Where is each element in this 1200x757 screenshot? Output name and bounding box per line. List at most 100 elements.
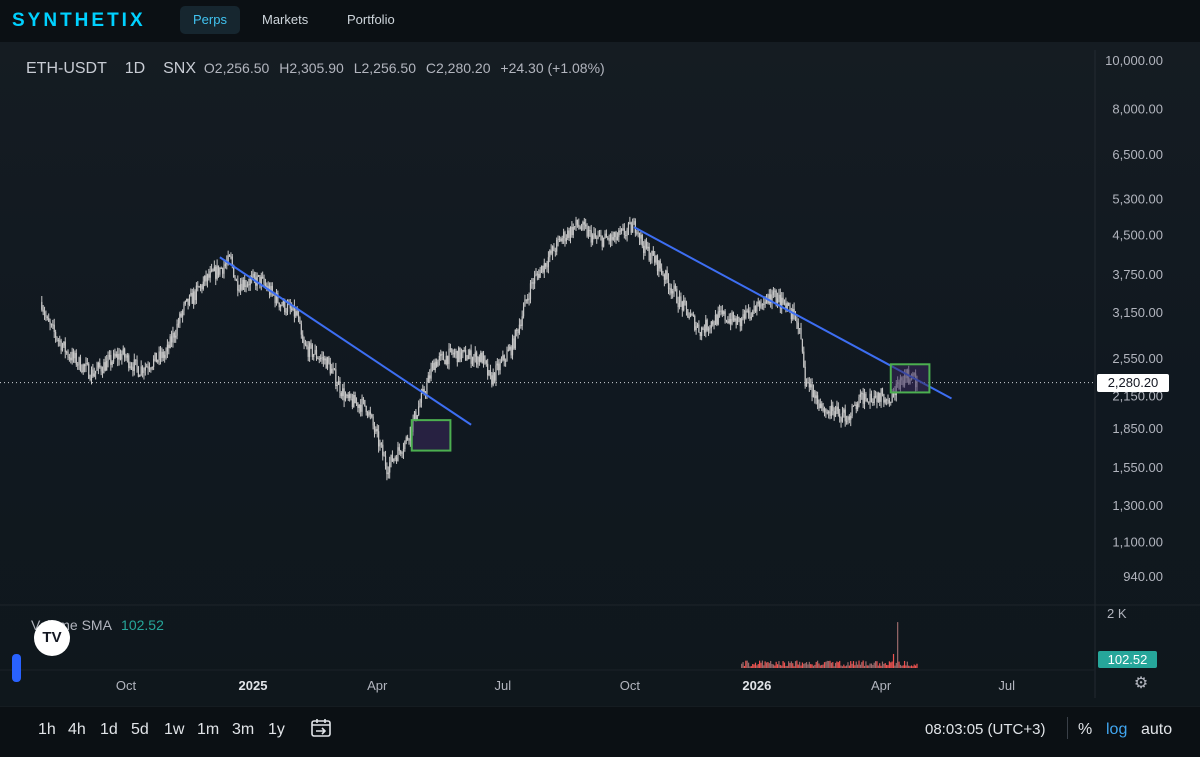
candle-body — [816, 395, 819, 404]
candle-body — [804, 366, 806, 387]
candle-body — [275, 293, 278, 304]
volume-bar — [857, 664, 859, 668]
candle-body — [539, 270, 541, 278]
candle-body — [622, 228, 624, 230]
candle-body — [99, 362, 101, 368]
candle-body — [625, 235, 627, 237]
candle-body — [742, 314, 744, 319]
candle-body — [262, 276, 264, 278]
interval-label[interactable]: 1D — [124, 60, 146, 77]
candle-body — [540, 265, 543, 271]
volume-bar — [792, 663, 794, 668]
volume-bar — [832, 662, 834, 668]
candle-body — [673, 285, 675, 291]
date-range-icon[interactable] — [310, 717, 332, 739]
candle-body — [843, 409, 845, 413]
candle-body — [499, 361, 501, 371]
tradingview-logo-icon[interactable]: TV — [34, 620, 70, 656]
candle-body — [67, 351, 69, 358]
symbol-name[interactable]: ETH-USDT — [26, 60, 107, 77]
candle-body — [220, 268, 222, 270]
candle-body — [357, 402, 359, 409]
candle-body — [187, 298, 189, 305]
candle-body — [517, 330, 519, 334]
timeframe-1w[interactable]: 1w — [164, 721, 185, 738]
volume-bar — [833, 666, 835, 668]
candle-body — [107, 356, 109, 361]
candle-body — [248, 284, 250, 286]
highlight-box[interactable] — [889, 363, 931, 394]
tab-markets[interactable]: Markets — [262, 12, 309, 27]
candle-body — [829, 411, 831, 416]
candle-body — [281, 304, 283, 306]
candle-body — [41, 301, 43, 310]
candle-body — [440, 354, 442, 356]
tab-portfolio[interactable]: Portfolio — [347, 12, 395, 27]
candle-body — [263, 277, 265, 284]
gear-icon[interactable]: ⚙ — [1133, 675, 1149, 692]
candle-body — [814, 389, 816, 399]
highlight-box[interactable] — [410, 419, 452, 452]
volume-bar — [836, 661, 838, 668]
volume-bar — [868, 665, 870, 668]
auto-scale-toggle[interactable]: auto — [1141, 721, 1173, 738]
candle-body — [676, 288, 678, 304]
candle-body — [627, 223, 630, 230]
trendline[interactable] — [219, 256, 472, 426]
candle-body — [259, 275, 261, 285]
tab-perps[interactable]: Perps — [180, 6, 240, 34]
candle-body — [466, 359, 468, 361]
candle-body — [532, 282, 534, 284]
candle-body — [672, 290, 674, 294]
candle-body — [542, 265, 544, 273]
candle-body — [478, 357, 480, 362]
log-scale-toggle[interactable]: log — [1106, 721, 1128, 738]
volume-bar — [915, 665, 917, 668]
timeframe-1m[interactable]: 1m — [197, 721, 220, 738]
candle-body — [407, 437, 409, 440]
candle-body — [604, 233, 606, 238]
volume-bar — [814, 664, 816, 668]
price-axis-label: 3,750.00 — [1112, 267, 1163, 282]
timeframe-1d[interactable]: 1d — [100, 721, 118, 738]
candle-body — [880, 388, 882, 402]
synthetix-logo[interactable]: SYNTHETIX — [12, 10, 146, 31]
candle-body — [285, 311, 287, 313]
candle-body — [306, 344, 308, 347]
candle-body — [85, 362, 87, 367]
candle-body — [307, 346, 309, 357]
timeframe-1y[interactable]: 1y — [268, 721, 285, 738]
candle-body — [212, 269, 214, 272]
timeframe-4h[interactable]: 4h — [68, 721, 86, 738]
candle-body — [241, 283, 243, 290]
volume-bar — [843, 664, 845, 668]
timeframe-1h[interactable]: 1h — [38, 721, 56, 738]
price-chart[interactable]: 10,000.00 8,000.00 6,500.00 5,300.00 4,500.0… — [0, 42, 1200, 706]
candle-body — [760, 304, 762, 308]
clock-display[interactable]: 08:03:05 (UTC+3) — [925, 721, 1046, 738]
candle-body — [64, 341, 66, 353]
candle-body — [233, 265, 235, 278]
percent-scale-toggle[interactable]: % — [1078, 721, 1093, 738]
volume-bar — [899, 664, 902, 668]
candle-body — [665, 270, 667, 280]
timeframe-5d[interactable]: 5d — [131, 721, 149, 738]
candle-body — [582, 221, 584, 230]
candle-body — [278, 302, 280, 308]
volume-bar — [905, 665, 907, 668]
candle-body — [456, 350, 458, 363]
drawing-panel-handle[interactable] — [12, 654, 21, 682]
candle-body — [572, 226, 574, 236]
candle-body — [626, 229, 628, 236]
candle-body — [460, 352, 463, 360]
candle-body — [598, 235, 601, 237]
candle-body — [609, 234, 612, 242]
candle-body — [150, 368, 152, 370]
candle-body — [168, 344, 170, 348]
chart-area[interactable]: 10,000.00 8,000.00 6,500.00 5,300.00 4,500.0… — [0, 42, 1200, 706]
candle-body — [324, 358, 326, 361]
volume-bar — [793, 666, 795, 668]
candle-body — [256, 275, 258, 286]
timeframe-3m[interactable]: 3m — [232, 721, 255, 738]
volume-bar — [912, 666, 914, 668]
